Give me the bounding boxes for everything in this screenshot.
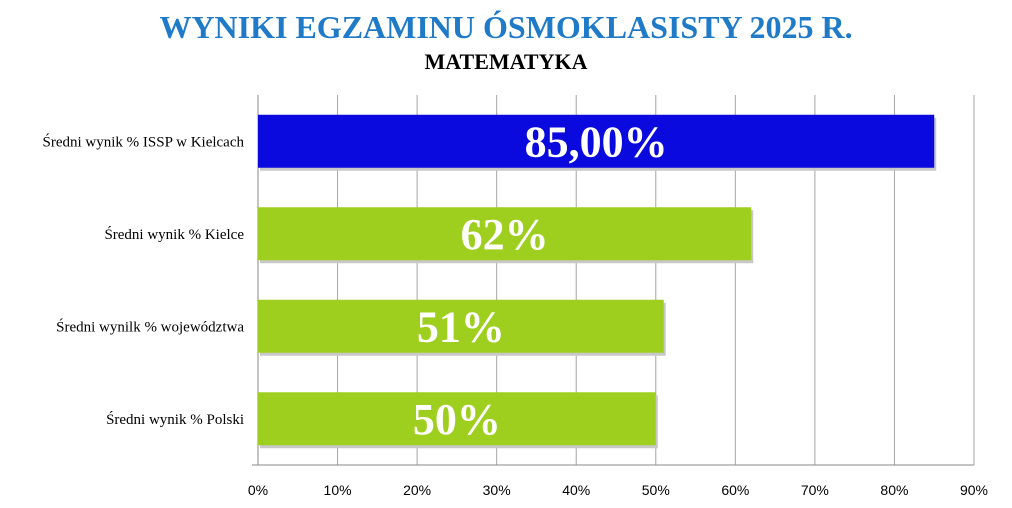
data-label: 62%	[461, 210, 549, 259]
category-label: Średni wynik % Polski	[106, 411, 244, 428]
bar	[258, 392, 656, 446]
category-label: Średni wynilk % województwa	[56, 318, 244, 335]
category-label: Średni wynik % Kielce	[104, 226, 244, 243]
x-tick-label: 80%	[880, 482, 908, 498]
data-label: 50%	[413, 395, 501, 444]
x-tick-label: 20%	[403, 482, 431, 498]
x-tick-label: 60%	[721, 482, 749, 498]
bar	[258, 299, 664, 353]
x-tick-label: 50%	[642, 482, 670, 498]
x-tick-label: 90%	[960, 482, 988, 498]
x-tick-label: 40%	[562, 482, 590, 498]
x-tick-label: 70%	[801, 482, 829, 498]
x-tick-label: 30%	[483, 482, 511, 498]
x-tick-label: 0%	[248, 482, 268, 498]
category-label: Średni wynik % ISSP w Kielcach	[42, 133, 244, 150]
data-labels: 85,00% 62% 51% 50%	[413, 117, 668, 444]
bars	[258, 114, 937, 449]
bar	[258, 114, 935, 168]
chart-title: WYNIKI EGZAMINU ÓSMOKLASISTY 2025 R.	[159, 9, 852, 45]
chart-subtitle: MATEMATYKA	[425, 49, 588, 74]
data-label: 51%	[417, 302, 505, 351]
category-labels: Średni wynik % ISSP w Kielcach Średni wyn…	[42, 133, 244, 428]
x-tick-label: 10%	[324, 482, 352, 498]
x-axis-tick-labels: 0% 10% 20% 30% 40% 50% 60% 70% 80% 90%	[248, 482, 988, 498]
data-label: 85,00%	[525, 117, 668, 166]
bar	[258, 207, 752, 261]
